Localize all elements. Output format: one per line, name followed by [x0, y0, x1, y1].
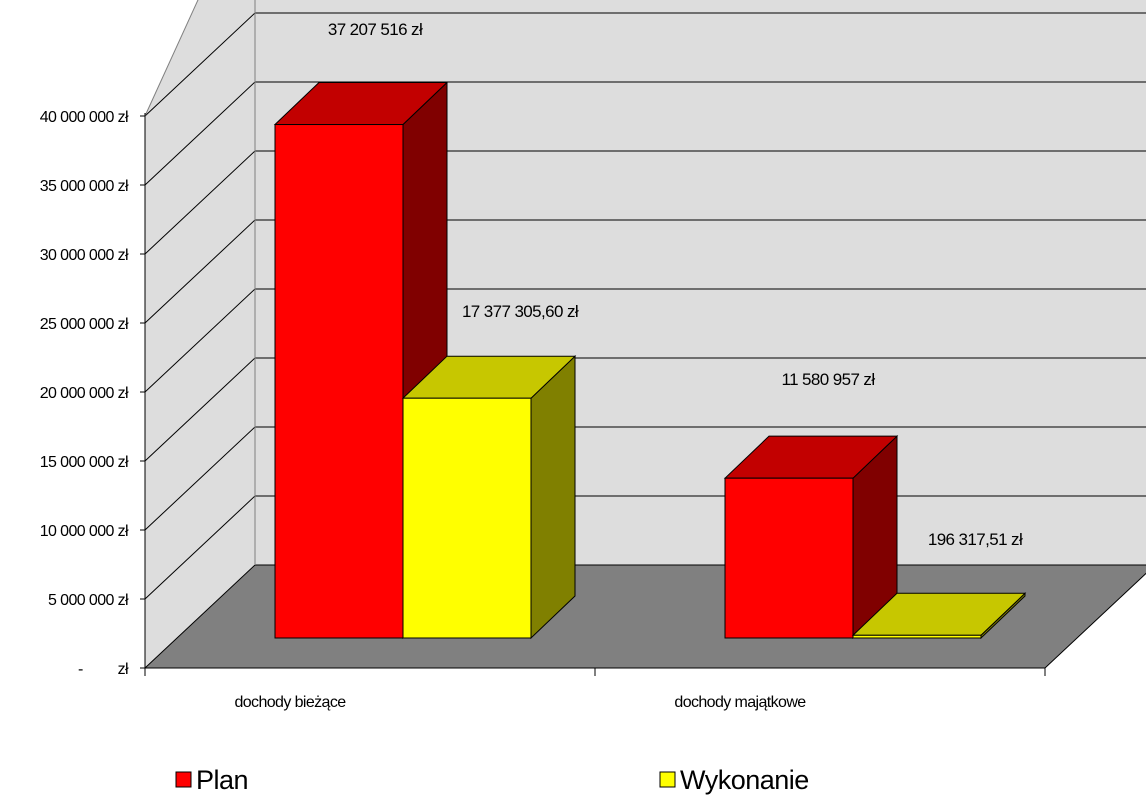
y-tick-label-unit: zł: [118, 661, 129, 678]
bar: [274, 124, 404, 639]
y-tick-label: 25 000 000 zł: [40, 316, 129, 333]
wall-edge: [144, 0, 199, 117]
bars: [273, 81, 1027, 640]
legend-swatch: [659, 771, 676, 788]
legend-swatch: [175, 771, 192, 788]
gridline-side: [144, 288, 256, 393]
bar: [402, 397, 532, 639]
bar-side: [530, 355, 576, 640]
gridline-side: [144, 150, 256, 255]
data-label: 17 377 305,60 zł: [462, 302, 579, 321]
legend-label: Plan: [196, 765, 248, 795]
gridline-side: [144, 495, 256, 600]
gridline-side: [144, 357, 256, 462]
y-tick-label: 15 000 000 zł: [40, 454, 129, 471]
y-tick-label: -: [78, 661, 83, 678]
y-tick-label: 20 000 000 zł: [40, 385, 129, 402]
data-label: 11 580 957 zł: [781, 370, 875, 389]
data-labels: 37 207 516 zł 17 377 305,60 zł 11 580 957 …: [328, 20, 1024, 549]
gridline-side: [144, 426, 256, 531]
gridline-side: [144, 219, 256, 324]
gridline-side: [144, 12, 256, 117]
y-tick-label: 40 000 000 zł: [40, 109, 129, 126]
legend: Plan Wykonanie: [175, 765, 809, 795]
y-tick-label: 10 000 000 zł: [40, 523, 129, 540]
y-tick-label: 35 000 000 zł: [40, 178, 129, 195]
data-label: 196 317,51 zł: [928, 530, 1023, 549]
axes: - zł 5 000 000 zł 10 000 000 zł 15 000 000 z…: [40, 109, 1046, 711]
y-tick-label: 30 000 000 zł: [40, 247, 129, 264]
side-wall: [145, 0, 255, 668]
data-label: 37 207 516 zł: [328, 20, 423, 39]
x-category-label: dochody majątkowe: [674, 694, 806, 711]
legend-label: Wykonanie: [680, 765, 809, 795]
bar: [852, 634, 982, 639]
y-tick-label: 5 000 000 zł: [48, 592, 129, 609]
bar: [724, 477, 854, 639]
x-category-label: dochody bieżące: [234, 694, 346, 711]
gridline-side: [144, 81, 256, 186]
